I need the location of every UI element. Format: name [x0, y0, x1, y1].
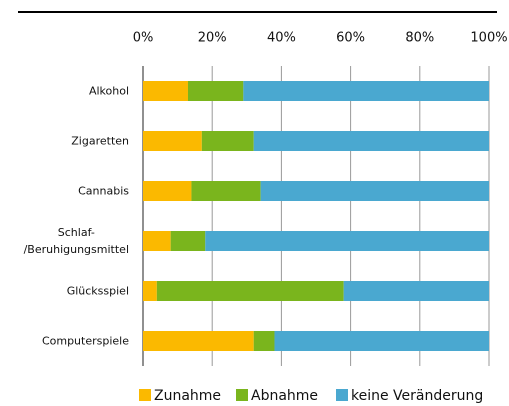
- bar-segment: [343, 281, 489, 301]
- bar-segment: [201, 131, 254, 151]
- x-tick-label: 40%: [267, 31, 296, 46]
- y-tick-label: Computerspiele: [41, 334, 129, 348]
- bar-segment: [191, 181, 261, 201]
- bar-segment: [187, 81, 244, 101]
- bar-segment: [143, 181, 192, 201]
- legend-label: keine Veränderung: [351, 388, 483, 404]
- x-tick-label: 0%: [133, 31, 154, 46]
- x-tick-label: 100%: [470, 31, 507, 46]
- y-tick-label: Schlaf- /Beruhigungsmittel: [23, 226, 129, 256]
- bar-segment: [156, 281, 344, 301]
- x-tick-label: 80%: [405, 31, 434, 46]
- y-tick-label: Glücksspiel: [66, 284, 129, 298]
- x-tick-label: 20%: [198, 31, 227, 46]
- y-tick-label: Zigaretten: [71, 134, 129, 148]
- legend-swatch: [336, 389, 348, 401]
- y-tick-label: Cannabis: [78, 184, 129, 198]
- y-tick-label: Alkohol: [88, 84, 129, 98]
- bar-segment: [205, 231, 489, 251]
- bar-segment: [253, 131, 489, 151]
- legend-label: Zunahme: [154, 388, 221, 404]
- legend-swatch: [236, 389, 248, 401]
- bar-segment: [143, 81, 188, 101]
- bar-segment: [170, 231, 206, 251]
- x-tick-label: 60%: [336, 31, 365, 46]
- bar-segment: [243, 81, 489, 101]
- bar-segment: [260, 181, 489, 201]
- bar-segment: [274, 331, 489, 351]
- legend-label: Abnahme: [251, 388, 318, 404]
- bar-segment: [143, 231, 171, 251]
- bar-segment: [253, 331, 275, 351]
- bar-segment: [143, 331, 254, 351]
- bar-segment: [143, 281, 157, 301]
- bar-segment: [143, 131, 202, 151]
- legend-swatch: [139, 389, 151, 401]
